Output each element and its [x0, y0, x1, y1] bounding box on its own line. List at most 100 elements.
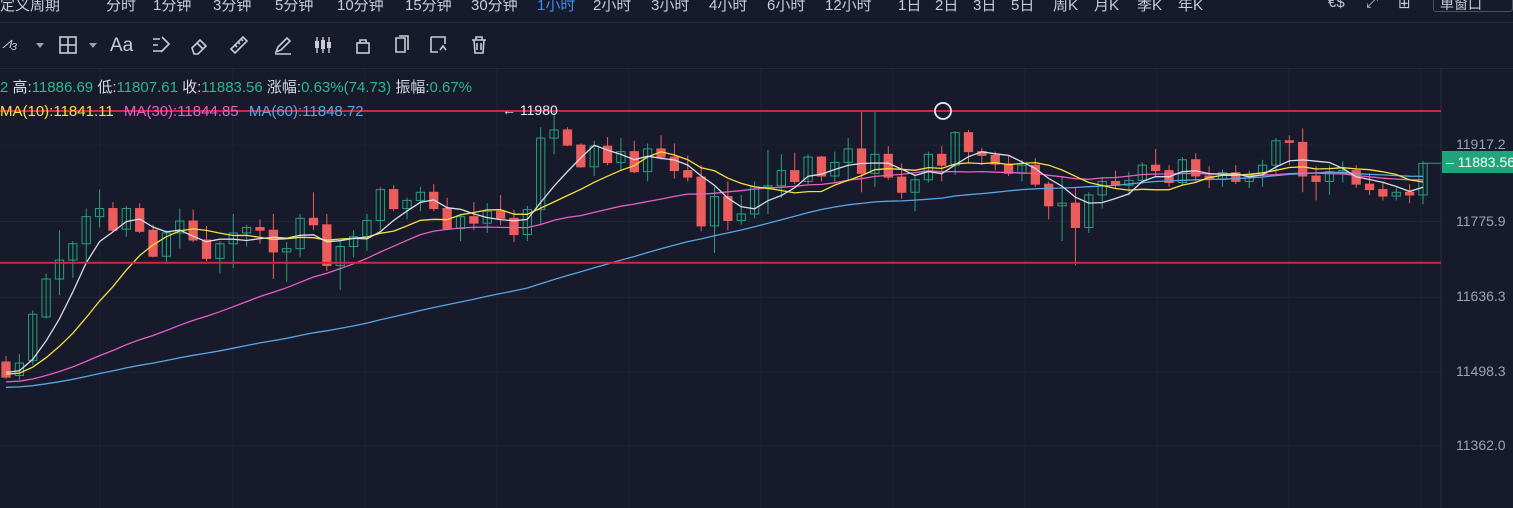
screenshot-tool-icon[interactable]: [428, 34, 452, 58]
timeframe-tab-7[interactable]: 30分钟: [471, 0, 518, 14]
candle-body-96: [1284, 140, 1294, 143]
candle-body-50: [669, 156, 680, 172]
price-tick-1: 11775.9: [1456, 212, 1506, 229]
price-chart[interactable]: [0, 69, 1513, 508]
timeframe-tab-13[interactable]: 12小时: [825, 0, 872, 14]
currency-text: €$: [1328, 0, 1345, 11]
pencil-tool-icon[interactable]: [272, 34, 296, 58]
candle-body-68: [910, 179, 920, 193]
candle-body-53: [709, 196, 720, 227]
candle-body-36: [482, 210, 492, 224]
timeframe-tab-19[interactable]: 月K: [1094, 0, 1120, 14]
lock-tool-icon[interactable]: [352, 34, 376, 58]
candle-body-9: [121, 208, 131, 230]
candle-body-78: [1044, 183, 1054, 207]
candle-body-77: [1030, 164, 1040, 185]
candle-type-icon[interactable]: [312, 34, 336, 58]
candle-body-85: [1137, 164, 1147, 181]
candle-body-14: [188, 220, 198, 241]
candle-body-4: [54, 259, 65, 280]
timeframe-tab-2[interactable]: 1分钟: [153, 0, 192, 14]
copy-tool-icon[interactable]: [390, 34, 414, 58]
ohlc-info: 2 高:11886.69 低:11807.61 收:11883.56 涨幅:0.…: [0, 76, 472, 97]
candle-body-28: [375, 189, 385, 221]
chevron-down-icon[interactable]: [36, 43, 44, 48]
timeframe-tab-21[interactable]: 年K: [1178, 0, 1204, 14]
timeframe-tab-20[interactable]: 季K: [1137, 0, 1163, 14]
timeframe-tab-8[interactable]: 1小时: [537, 0, 576, 14]
timeframe-tab-6[interactable]: 15分钟: [405, 0, 452, 14]
timeframe-tab-14[interactable]: 1日: [898, 0, 922, 14]
timeframe-tab-5[interactable]: 10分钟: [337, 0, 384, 14]
candle-body-46: [616, 151, 626, 163]
timeframe-tab-18[interactable]: 周K: [1053, 0, 1079, 14]
candle-body-105: [1404, 191, 1415, 196]
window-mode-select[interactable]: 单窗口: [1433, 0, 1513, 12]
candle-body-37: [495, 210, 506, 219]
line-handle: [934, 102, 952, 120]
candle-body-30: [402, 199, 412, 210]
chevron-down-icon[interactable]: [89, 43, 97, 48]
candle-body-15: [201, 239, 212, 259]
candle-body-21: [282, 248, 292, 253]
ruler-tool-icon[interactable]: [228, 34, 252, 58]
peak-annotation: ← 11980: [502, 102, 558, 118]
text-tool-icon[interactable]: Aa: [110, 35, 134, 56]
candle-body-51: [683, 170, 693, 178]
candle-body-41: [549, 129, 559, 139]
candle-body-38: [509, 217, 519, 236]
candle-body-43: [576, 144, 586, 168]
candle-body-62: [830, 161, 840, 177]
ma10-value: MA(10):11841.11: [0, 103, 114, 120]
timeframe-tab-15[interactable]: 2日: [935, 0, 959, 14]
close-value: 11883.56: [201, 79, 263, 96]
pattern-tool-icon[interactable]: [150, 34, 174, 58]
low-value: 11807.61: [116, 79, 178, 96]
change-value: 0.63%(74.73): [301, 79, 392, 96]
timeframe-tab-11[interactable]: 4小时: [709, 0, 748, 14]
ma10-line: [5, 151, 1424, 375]
candle-body-64: [856, 148, 867, 174]
candle-body-12: [161, 232, 172, 257]
candle-body-5: [68, 243, 78, 261]
timeframe-tab-10[interactable]: 3小时: [651, 0, 690, 14]
candle-body-19: [255, 227, 265, 231]
candle-body-47: [629, 151, 639, 173]
add-chart-icon[interactable]: ⊞: [1398, 0, 1411, 12]
timeframe-tab-17[interactable]: 5日: [1011, 0, 1035, 14]
candle-body-97: [1298, 141, 1308, 177]
timeframe-tab-1[interactable]: 分时: [106, 0, 137, 14]
timeframe-tab-3[interactable]: 3分钟: [213, 0, 252, 14]
low-label: 低:: [97, 79, 117, 96]
candle-body-40: [536, 137, 546, 211]
candle-body-86: [1150, 164, 1161, 172]
timeframe-tab-16[interactable]: 3日: [973, 0, 997, 14]
high-label: 高:: [12, 79, 32, 96]
candle-body-35: [469, 216, 479, 224]
wave-tool-icon[interactable]: ⩘₃: [2, 35, 18, 52]
eraser-tool-icon[interactable]: [188, 34, 212, 58]
candle-body-45: [602, 145, 613, 163]
candle-body-16: [215, 243, 225, 259]
candle-body-55: [736, 213, 746, 221]
candle-body-95: [1271, 140, 1281, 166]
candle-body-39: [522, 209, 532, 236]
candle-body-72: [963, 132, 974, 153]
candle-body-79: [1057, 202, 1067, 207]
crosshair-tool-icon[interactable]: [57, 34, 81, 58]
candle-body-25: [335, 245, 345, 266]
candle-body-18: [241, 227, 252, 234]
timeframe-tab-12[interactable]: 6小时: [767, 0, 806, 14]
price-tick-0: 11917.2: [1456, 136, 1506, 152]
timeframe-tab-4[interactable]: 5分钟: [275, 0, 314, 14]
timeframe-tab-9[interactable]: 2小时: [593, 0, 632, 14]
change-label: 涨幅:: [266, 79, 302, 96]
ma60-line: [5, 171, 1424, 388]
timeframe-tab-0[interactable]: 定义周期: [0, 0, 61, 14]
candle-body-104: [1391, 191, 1401, 197]
fullscreen-icon[interactable]: ⤢: [1366, 0, 1379, 11]
delete-tool-icon[interactable]: [468, 34, 492, 58]
amplitude-label: 振幅:: [395, 79, 430, 96]
candle-body-60: [803, 156, 813, 182]
candle-body-23: [308, 217, 319, 226]
